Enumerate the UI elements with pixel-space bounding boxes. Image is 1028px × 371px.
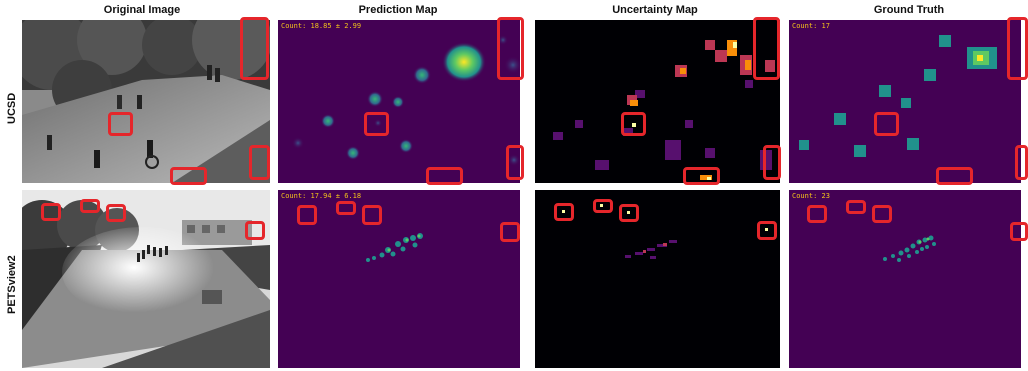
row-label-ucsd: UCSD [6,92,18,124]
ucsd-prediction-highlight-1 [497,17,524,80]
ucsd-uncertainty-highlight-4 [763,145,781,180]
ucsd-ground-truth-count: Count: 17 [792,22,830,30]
pets-uncertainty-highlight-2 [593,199,613,213]
pets-prediction-map: Count: 17.94 ± 6.18 [278,190,520,368]
ucsd-original-highlight-1 [240,17,269,80]
ucsd-ground-truth-highlight-1 [1007,17,1028,80]
ucsd-ground-truth-highlight-4 [1015,145,1028,180]
pets-prediction-highlight-2 [336,201,356,215]
pets-original-highlight-3 [106,204,126,222]
pets-prediction-highlight-1 [297,205,317,225]
pets-ground-truth-map: Count: 23 [789,190,1021,368]
ucsd-uncertainty-map [535,20,780,183]
ucsd-prediction-highlight-3 [426,167,463,185]
ucsd-uncertainty-highlight-3 [683,167,720,185]
ucsd-prediction-count: Count: 18.85 ± 2.99 [281,22,362,30]
pets-prediction-highlight-4 [500,222,520,242]
column-title-original: Original Image [103,4,181,16]
ucsd-prediction-highlight-2 [364,112,389,136]
pets-uncertainty-map [535,190,780,368]
ucsd-prediction-map: Count: 18.85 ± 2.99 [278,20,520,183]
ucsd-prediction-highlight-4 [506,145,524,180]
pets-prediction-highlight-3 [362,205,382,225]
ucsd-original-highlight-4 [249,145,270,180]
pets-uncertainty-highlight-3 [619,204,639,222]
pets-ground-truth-count: Count: 23 [792,192,830,200]
pets-original-highlight-2 [80,199,100,213]
ucsd-ground-truth-highlight-2 [874,112,899,136]
pets-original-highlight-4 [245,221,265,240]
pets-original-highlight-1 [41,203,61,221]
pets-ground-truth-highlight-4 [1010,222,1028,241]
row-label-petsview2: PETSview2 [6,255,18,314]
pets-uncertainty-highlight-4 [757,221,777,240]
pets-ground-truth-highlight-2 [846,200,866,214]
pets-original-image [22,190,270,368]
ucsd-uncertainty-highlight-2 [621,112,646,136]
column-title-ground-truth: Ground Truth [873,4,945,16]
ucsd-original-highlight-2 [108,112,133,136]
column-title-uncertainty: Uncertainty Map [612,4,698,16]
pets-prediction-count: Count: 17.94 ± 6.18 [281,192,362,200]
pets-uncertainty-highlight-1 [554,203,574,221]
ucsd-original-highlight-3 [170,167,207,185]
pets-ground-truth-highlight-1 [807,205,827,223]
ucsd-uncertainty-highlight-1 [753,17,780,80]
pets-ground-truth-highlight-3 [872,205,892,223]
ucsd-original-image [22,20,270,183]
ucsd-ground-truth-highlight-3 [936,167,973,185]
ucsd-ground-truth-map: Count: 17 [789,20,1021,183]
column-title-prediction: Prediction Map [358,4,438,16]
